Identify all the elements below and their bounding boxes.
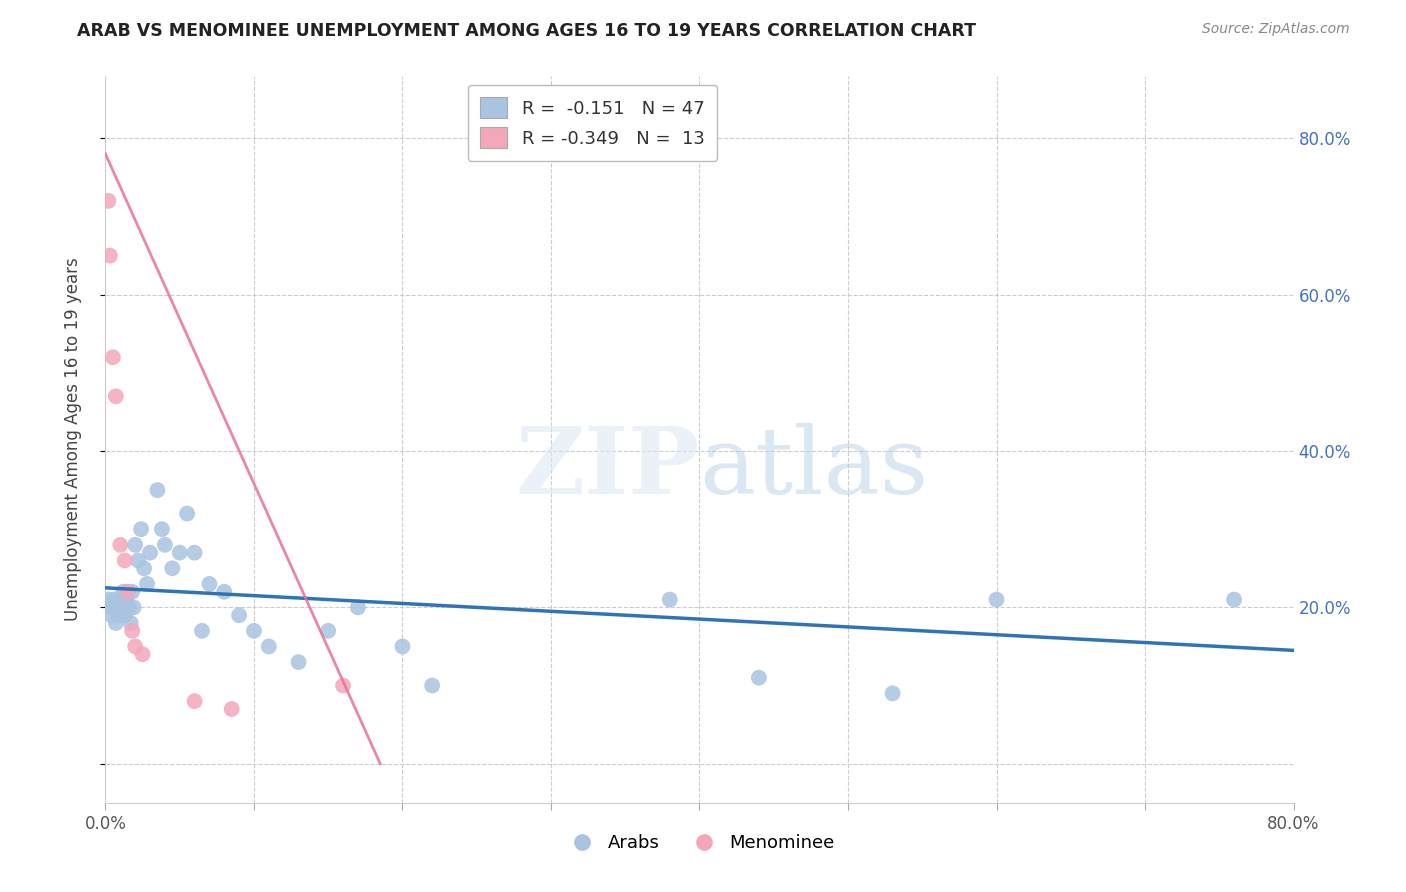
Point	[115, 592, 138, 607]
Point	[114, 608, 136, 623]
Point	[420, 679, 443, 693]
Point	[183, 694, 205, 708]
Point	[316, 624, 339, 638]
Point	[986, 592, 1008, 607]
Text: ZIP: ZIP	[515, 424, 700, 514]
Point	[122, 600, 145, 615]
Point	[129, 522, 152, 536]
Point	[105, 600, 128, 615]
Point	[198, 577, 221, 591]
Point	[112, 584, 135, 599]
Point	[748, 671, 770, 685]
Point	[111, 592, 134, 607]
Point	[121, 624, 143, 638]
Point	[1223, 592, 1246, 607]
Point	[658, 592, 681, 607]
Point	[110, 600, 132, 615]
Point	[153, 538, 176, 552]
Point	[124, 538, 146, 552]
Point	[228, 608, 250, 623]
Text: ARAB VS MENOMINEE UNEMPLOYMENT AMONG AGES 16 TO 19 YEARS CORRELATION CHART: ARAB VS MENOMINEE UNEMPLOYMENT AMONG AGE…	[77, 22, 976, 40]
Point	[110, 538, 132, 552]
Point	[332, 679, 354, 693]
Point	[136, 577, 159, 591]
Point	[98, 249, 121, 263]
Point	[882, 686, 904, 700]
Point	[108, 608, 131, 623]
Point	[150, 522, 173, 536]
Point	[162, 561, 184, 575]
Point	[117, 584, 139, 599]
Point	[391, 640, 413, 654]
Point	[97, 194, 120, 208]
Point	[131, 647, 153, 661]
Point	[104, 389, 127, 403]
Text: atlas: atlas	[700, 424, 929, 514]
Point	[176, 507, 198, 521]
Point	[121, 584, 143, 599]
Point	[169, 546, 191, 560]
Point	[118, 600, 141, 615]
Point	[191, 624, 214, 638]
Text: Source: ZipAtlas.com: Source: ZipAtlas.com	[1202, 22, 1350, 37]
Point	[146, 483, 169, 497]
Y-axis label: Unemployment Among Ages 16 to 19 years: Unemployment Among Ages 16 to 19 years	[63, 258, 82, 621]
Point	[139, 546, 162, 560]
Point	[100, 608, 122, 623]
Point	[97, 592, 120, 607]
Point	[287, 655, 309, 669]
Point	[104, 615, 127, 630]
Point	[103, 592, 125, 607]
Point	[257, 640, 280, 654]
Point	[183, 546, 205, 560]
Point	[101, 600, 124, 615]
Point	[243, 624, 266, 638]
Point	[117, 584, 139, 599]
Point	[221, 702, 243, 716]
Point	[132, 561, 155, 575]
Point	[120, 615, 142, 630]
Point	[124, 640, 146, 654]
Point	[98, 600, 121, 615]
Point	[127, 553, 149, 567]
Point	[347, 600, 370, 615]
Point	[114, 553, 136, 567]
Point	[101, 350, 124, 364]
Point	[214, 584, 236, 599]
Legend: Arabs, Menominee: Arabs, Menominee	[557, 827, 842, 859]
